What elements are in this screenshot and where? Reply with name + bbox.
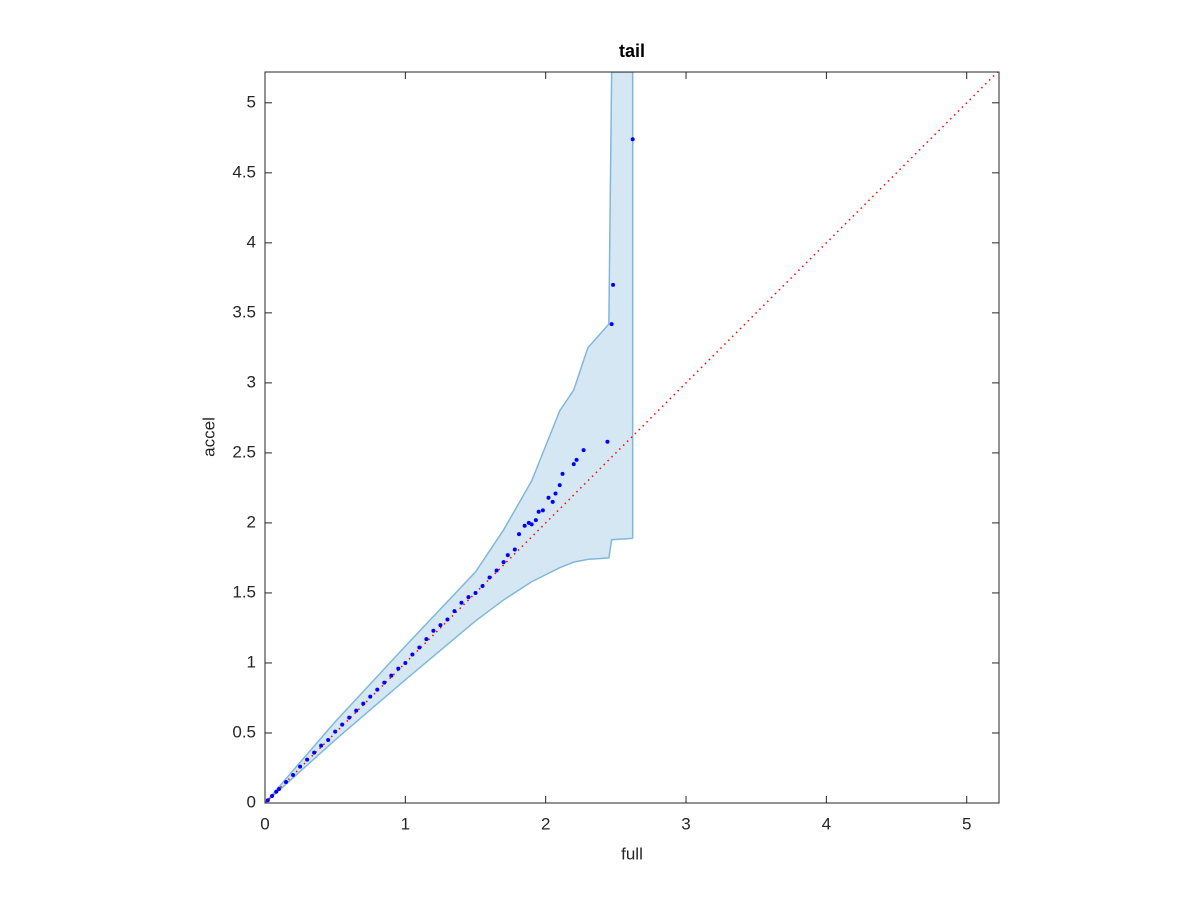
- data-point: [546, 495, 551, 500]
- y-tick-label: 2: [247, 512, 256, 531]
- x-tick-label: 2: [541, 814, 550, 833]
- data-point: [529, 522, 534, 527]
- x-tick-label: 1: [401, 814, 410, 833]
- axes: 0 1 2 3 4 5 0 0.5 1 1.5 2 2.5 3 3.5 4 4.5 5: [232, 71, 1000, 833]
- plot-area: [265, 72, 999, 803]
- data-point: [517, 532, 522, 537]
- data-point: [368, 694, 373, 699]
- data-point: [473, 590, 478, 595]
- data-point: [480, 583, 485, 588]
- data-point: [298, 764, 303, 769]
- data-point: [581, 448, 586, 453]
- x-tick-label: 5: [962, 814, 971, 833]
- data-point: [452, 609, 457, 614]
- data-point: [270, 793, 275, 798]
- data-point: [305, 757, 310, 762]
- data-point: [550, 499, 555, 504]
- y-tick-label: 5: [247, 92, 256, 111]
- data-point: [326, 737, 331, 742]
- data-point: [431, 628, 436, 633]
- data-point: [277, 786, 282, 791]
- data-point: [333, 729, 338, 734]
- data-point: [389, 673, 394, 678]
- data-point: [424, 637, 429, 642]
- y-tick-label: 2.5: [232, 442, 256, 461]
- band-upper-edge: [265, 72, 633, 803]
- data-point: [354, 708, 359, 713]
- data-point: [611, 282, 616, 287]
- y-tick-label: 3.5: [232, 302, 256, 321]
- axes-box: [264, 71, 1000, 804]
- data-point: [403, 660, 408, 665]
- data-point: [533, 518, 538, 523]
- data-point: [438, 623, 443, 628]
- data-point: [630, 137, 635, 142]
- data-point: [571, 462, 576, 467]
- data-point: [553, 491, 558, 496]
- data-point: [291, 772, 296, 777]
- data-point: [540, 508, 545, 513]
- data-point: [574, 457, 579, 462]
- data-point: [459, 600, 464, 605]
- x-tick-label: 4: [822, 814, 831, 833]
- data-point: [522, 523, 527, 528]
- y-tick-label: 4.5: [232, 162, 256, 181]
- band-lower-edge: [265, 537, 633, 803]
- y-tick-label: 1.5: [232, 582, 256, 601]
- confidence-band: [265, 72, 633, 803]
- data-point: [274, 789, 279, 794]
- data-point: [347, 715, 352, 720]
- reference-line: [265, 72, 999, 803]
- data-point: [560, 471, 565, 476]
- data-point: [340, 722, 345, 727]
- y-tick-label: 0: [247, 792, 256, 811]
- data-point: [312, 750, 317, 755]
- data-point: [505, 553, 510, 558]
- y-tick-label: 3: [247, 372, 256, 391]
- data-point: [382, 680, 387, 685]
- y-axis-label: accel: [199, 417, 218, 457]
- data-point: [284, 779, 289, 784]
- data-point: [501, 560, 506, 565]
- y-tick-label: 0.5: [232, 722, 256, 741]
- x-tick-label: 0: [260, 814, 269, 833]
- data-point: [557, 483, 562, 488]
- y-tick-label: 4: [247, 232, 256, 251]
- data-point: [375, 687, 380, 692]
- data-point: [494, 568, 499, 573]
- data-point: [410, 652, 415, 657]
- data-point: [609, 322, 614, 327]
- data-point: [536, 509, 541, 514]
- data-point: [319, 743, 324, 748]
- data-point: [396, 666, 401, 671]
- data-point: [487, 575, 492, 580]
- data-point: [605, 439, 610, 444]
- y-tick-label: 1: [247, 652, 256, 671]
- data-point: [361, 701, 366, 706]
- data-point: [466, 595, 471, 600]
- chart-title: tail: [619, 41, 645, 61]
- x-axis-label: full: [621, 844, 643, 863]
- data-point: [265, 798, 270, 803]
- data-point: [445, 617, 450, 622]
- data-point: [512, 547, 517, 552]
- x-tick-label: 3: [681, 814, 690, 833]
- data-point: [417, 645, 422, 650]
